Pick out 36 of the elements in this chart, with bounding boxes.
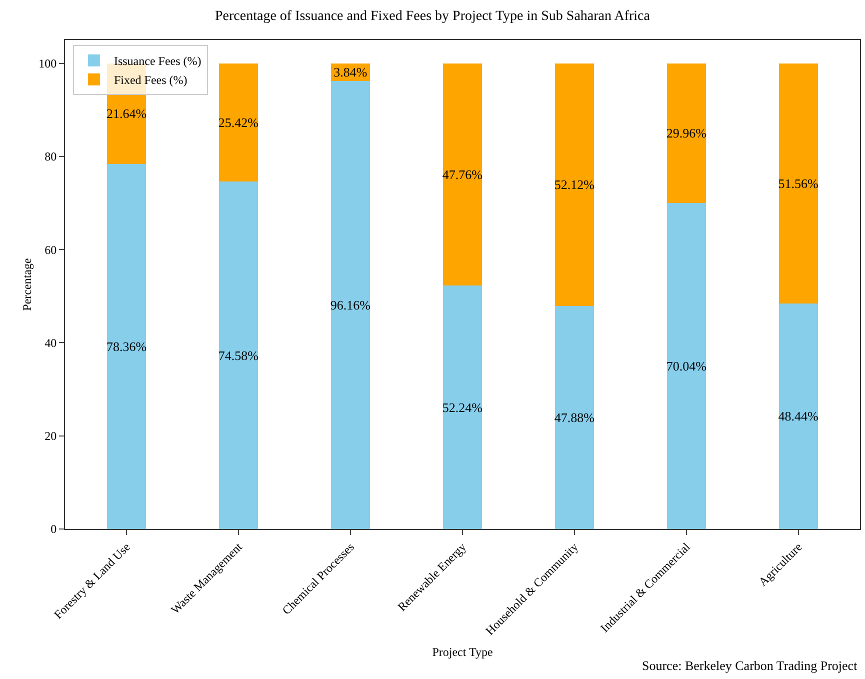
source-note: Source: Berkeley Carbon Trading Project <box>642 658 858 673</box>
y-tick-label: 0 <box>50 522 57 536</box>
data-label: 96.16% <box>330 298 371 313</box>
data-label: 29.96% <box>666 126 707 141</box>
data-label: 48.44% <box>778 408 819 424</box>
bar <box>666 202 706 529</box>
chart-title: Percentage of Issuance and Fixed Fees by Project Type in Sub Saharan Africa <box>215 8 651 24</box>
data-label: 51.56% <box>778 176 819 191</box>
data-label: 74.58% <box>218 348 259 363</box>
bar <box>442 63 482 286</box>
bar <box>554 63 594 306</box>
bar <box>330 81 370 529</box>
bar <box>442 286 482 529</box>
y-tick-label: 40 <box>44 336 57 350</box>
y-tick-label: 80 <box>44 150 57 164</box>
data-label: 52.12% <box>554 177 595 192</box>
x-axis-title: Project Type <box>432 644 493 659</box>
bar <box>218 182 258 529</box>
bar <box>778 63 818 304</box>
bar <box>218 63 258 182</box>
bar <box>778 303 818 529</box>
y-tick-label: 100 <box>38 56 57 70</box>
data-label: 78.36% <box>106 339 147 354</box>
data-label: 52.24% <box>442 400 483 415</box>
data-label: 70.04% <box>666 358 707 374</box>
data-label: 25.42% <box>218 114 259 130</box>
bar <box>666 63 706 203</box>
bar <box>554 306 594 529</box>
legend-label: Fixed Fees (%) <box>114 73 188 88</box>
legend-label: Issuance Fees (%) <box>114 54 202 68</box>
y-tick-label: 20 <box>44 429 57 444</box>
data-label: 3.84% <box>334 64 368 80</box>
y-axis-title: Percentage <box>20 258 34 311</box>
data-label: 47.88% <box>554 410 595 426</box>
y-tick-label: 60 <box>44 242 57 257</box>
bar <box>106 164 146 529</box>
